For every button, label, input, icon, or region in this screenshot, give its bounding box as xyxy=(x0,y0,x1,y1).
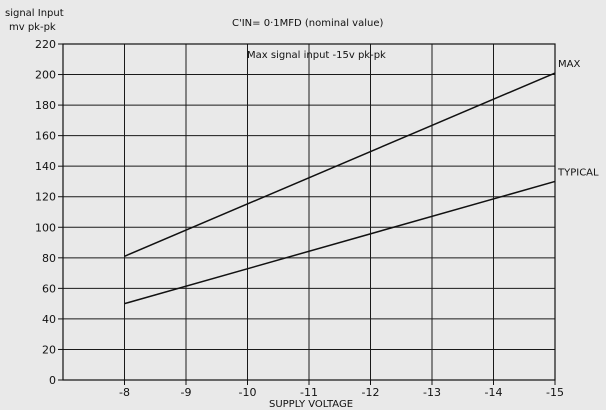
series-line-max xyxy=(124,72,556,257)
y-axis-label-line1: signal Input xyxy=(5,8,64,19)
y-axis-label-line2: mv pk-pk xyxy=(9,22,56,33)
x-tick-label: -8 xyxy=(119,386,130,399)
axis-ticks: 0 20 40 60 80 100 120 140 160 180 200 220 -8 -9 -10 -11… xyxy=(35,38,564,399)
x-tick-label: -15 xyxy=(546,386,564,399)
x-axis-label: SUPPLY VOLTAGE xyxy=(269,399,353,410)
x-tick-label: -10 xyxy=(239,386,257,399)
series-label-typical: TYPICAL xyxy=(557,167,599,178)
grid xyxy=(63,44,555,380)
x-tick-label: -12 xyxy=(362,386,380,399)
y-tick-label: 180 xyxy=(35,99,56,112)
chart-annotation: Max signal input -15v pk-pk xyxy=(247,50,386,61)
y-tick-label: 220 xyxy=(35,38,56,51)
series-label-max: MAX xyxy=(558,59,580,70)
x-tick-label: -13 xyxy=(423,386,441,399)
y-tick-label: 40 xyxy=(42,313,56,326)
y-tick-label: 20 xyxy=(42,343,56,356)
y-tick-label: 100 xyxy=(35,221,56,234)
series-line-typical xyxy=(124,180,556,305)
y-tick-label: 80 xyxy=(42,252,56,265)
x-tick-label: -9 xyxy=(181,386,192,399)
y-tick-label: 140 xyxy=(35,160,56,173)
y-tick-label: 160 xyxy=(35,130,56,143)
chart-title: C'IN= 0·1MFD (nominal value) xyxy=(232,18,383,29)
y-tick-label: 60 xyxy=(42,282,56,295)
y-tick-label: 200 xyxy=(35,69,56,82)
series-lines: MAX TYPICAL xyxy=(124,59,599,305)
x-tick-label: -14 xyxy=(485,386,503,399)
y-tick-label: 0 xyxy=(49,374,56,387)
y-tick-label: 120 xyxy=(35,191,56,204)
x-tick-label: -11 xyxy=(300,386,318,399)
